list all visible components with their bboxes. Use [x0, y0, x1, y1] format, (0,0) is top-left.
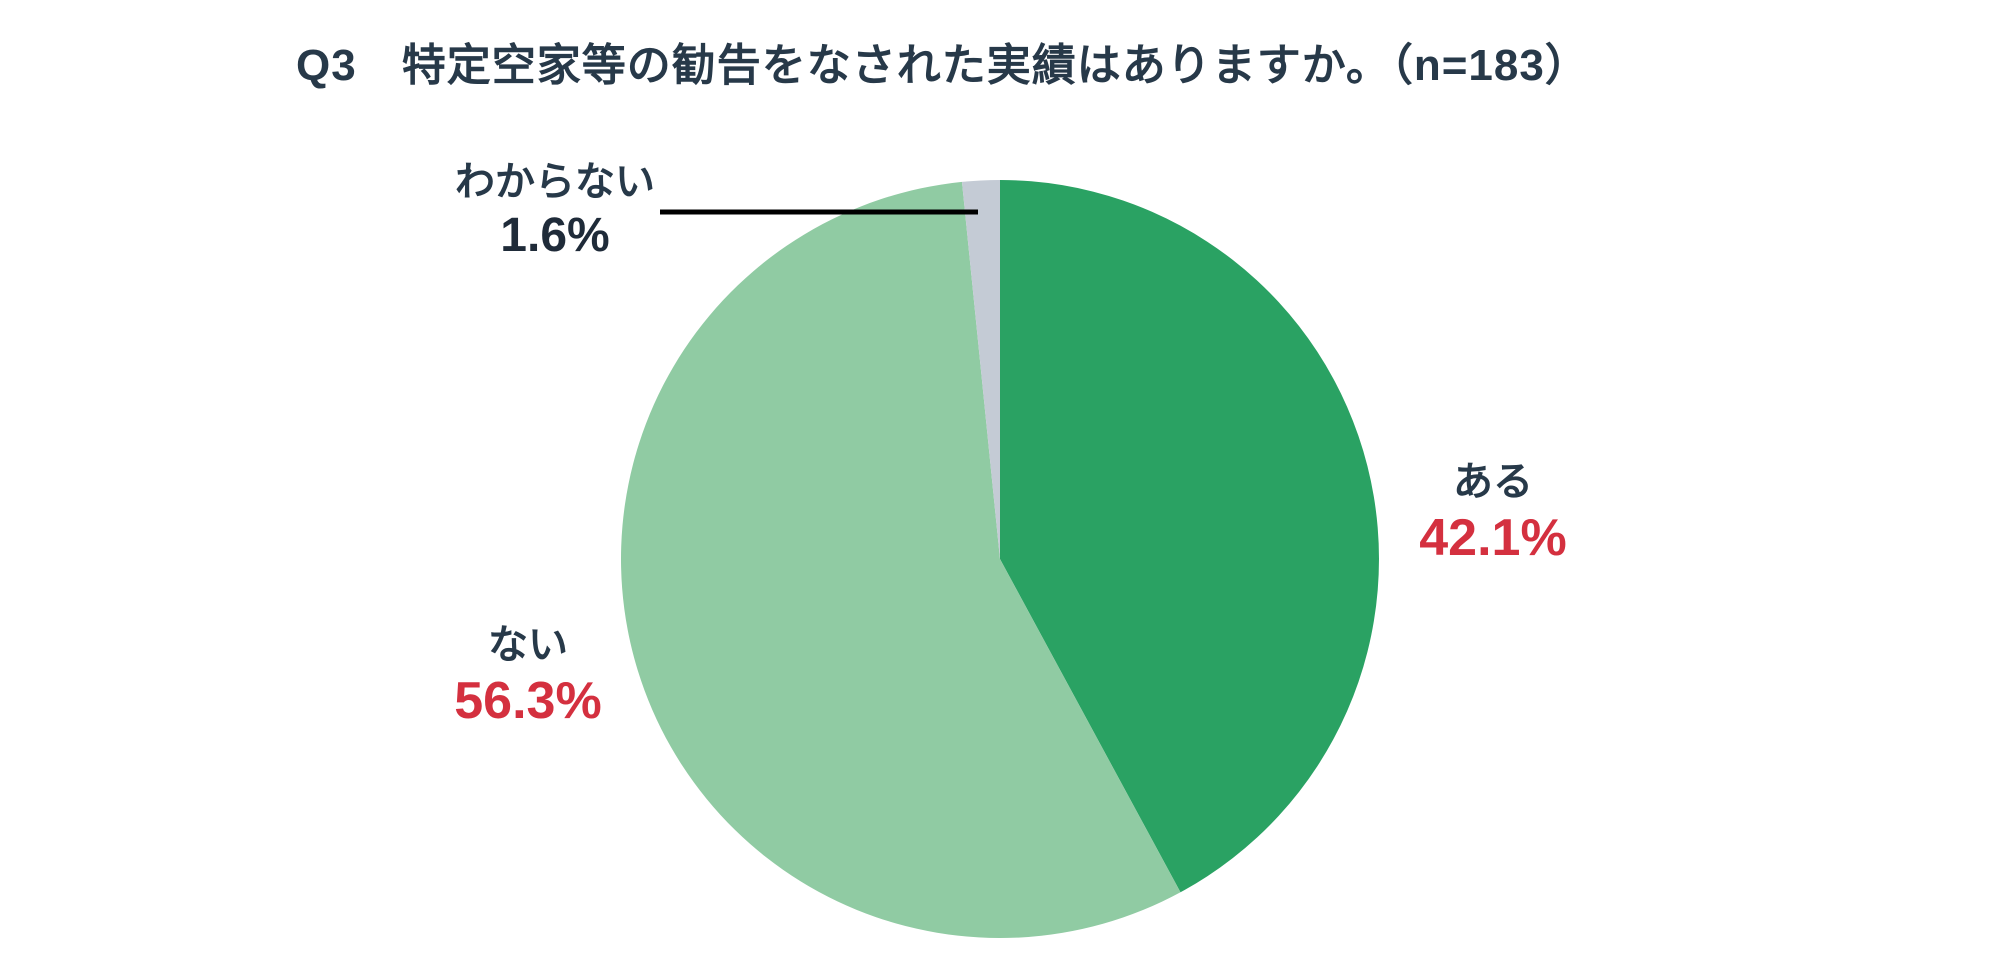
slice-percent-aru: 42.1%	[1419, 509, 1567, 567]
pie-slice-2	[961, 180, 1000, 559]
slice-name-wakaranai: わからない	[455, 160, 655, 204]
pie-slice-0	[1000, 180, 1379, 893]
slice-label-nai: ない 56.3%	[368, 623, 688, 730]
slice-label-wakaranai: わからない 1.6%	[395, 160, 715, 263]
slice-label-aru: ある 42.1%	[1333, 460, 1653, 567]
slice-percent-nai: 56.3%	[454, 672, 602, 730]
pie-slice-1	[621, 181, 1181, 938]
slice-name-aru: ある	[1453, 460, 1533, 504]
chart-title: Q3 特定空家等の勧告をなされた実績はありますか。（n=183）	[296, 41, 1590, 90]
slice-percent-wakaranai: 1.6%	[500, 209, 610, 262]
pie-slices-group	[621, 180, 1379, 938]
slice-name-nai: ない	[488, 623, 568, 667]
